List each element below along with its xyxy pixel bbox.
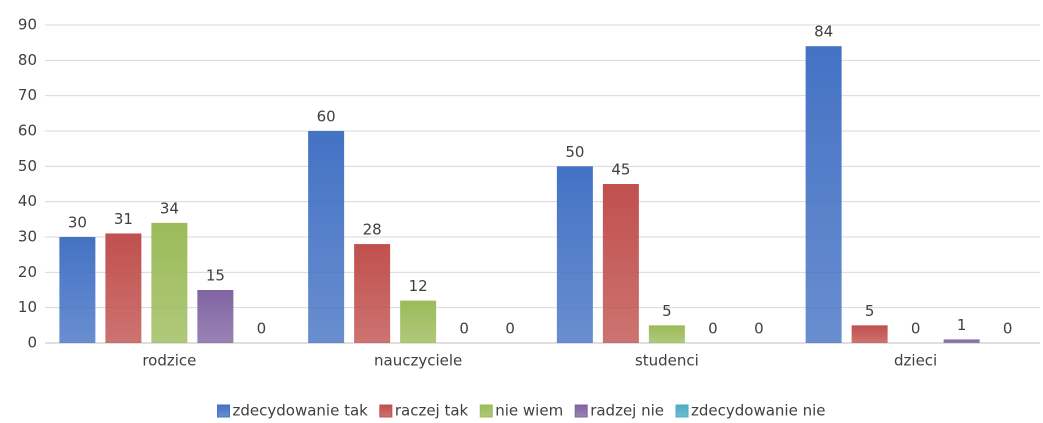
data-label: 34 bbox=[160, 199, 179, 217]
legend: zdecydowanie tak raczej tak nie wiem radzej… bbox=[216, 402, 826, 420]
y-tick-label: 70 bbox=[18, 86, 37, 104]
bar bbox=[851, 325, 888, 343]
legend-swatch bbox=[574, 404, 588, 418]
x-tick-label: rodzice bbox=[142, 352, 196, 370]
x-tick-label: studenci bbox=[635, 352, 699, 370]
bar bbox=[308, 131, 345, 343]
y-tick-label: 10 bbox=[18, 298, 37, 316]
y-tick-label: 60 bbox=[18, 122, 37, 140]
y-tick-label: 90 bbox=[18, 16, 37, 34]
data-label: 84 bbox=[814, 23, 833, 41]
data-label: 31 bbox=[114, 210, 133, 228]
x-tick-label: dzieci bbox=[894, 352, 937, 370]
data-label: 5 bbox=[865, 302, 875, 320]
bar bbox=[943, 339, 980, 343]
y-tick-label: 40 bbox=[18, 192, 37, 210]
data-label: 0 bbox=[257, 320, 267, 338]
data-label: 45 bbox=[611, 161, 630, 179]
data-label: 28 bbox=[363, 221, 382, 239]
bar bbox=[602, 184, 639, 343]
bar bbox=[105, 233, 142, 343]
data-label: 1 bbox=[957, 316, 967, 334]
legend-swatch bbox=[379, 404, 393, 418]
legend-label: radzej nie bbox=[590, 402, 664, 420]
bar bbox=[805, 46, 842, 343]
data-label: 0 bbox=[1003, 320, 1013, 338]
bar bbox=[556, 166, 593, 343]
data-label: 0 bbox=[505, 320, 515, 338]
data-label: 0 bbox=[911, 320, 921, 338]
data-label: 60 bbox=[317, 108, 336, 126]
legend-swatch bbox=[479, 404, 493, 418]
data-label: 0 bbox=[754, 320, 764, 338]
legend-label: zdecydowanie nie bbox=[691, 402, 825, 420]
data-label: 12 bbox=[409, 277, 428, 295]
y-tick-label: 20 bbox=[18, 263, 37, 281]
data-label: 0 bbox=[459, 320, 469, 338]
legend-label: nie wiem bbox=[495, 402, 563, 420]
data-label: 50 bbox=[565, 143, 584, 161]
data-label: 0 bbox=[708, 320, 718, 338]
data-label: 30 bbox=[68, 214, 87, 232]
y-tick-label: 50 bbox=[18, 157, 37, 175]
data-label: 5 bbox=[662, 302, 672, 320]
y-tick-label: 0 bbox=[27, 334, 37, 352]
legend-swatch bbox=[216, 404, 230, 418]
data-label: 15 bbox=[206, 267, 225, 285]
legend-swatch bbox=[675, 404, 689, 418]
bar bbox=[59, 237, 96, 343]
x-tick-label: nauczyciele bbox=[374, 352, 462, 370]
bar bbox=[354, 244, 391, 343]
bar bbox=[197, 290, 234, 343]
legend-label: zdecydowanie tak bbox=[232, 402, 368, 420]
legend-label: raczej tak bbox=[395, 402, 469, 420]
bar bbox=[400, 300, 437, 343]
y-tick-label: 30 bbox=[18, 228, 37, 246]
bar bbox=[151, 222, 188, 343]
bar bbox=[648, 325, 685, 343]
y-tick-label: 80 bbox=[18, 51, 37, 69]
